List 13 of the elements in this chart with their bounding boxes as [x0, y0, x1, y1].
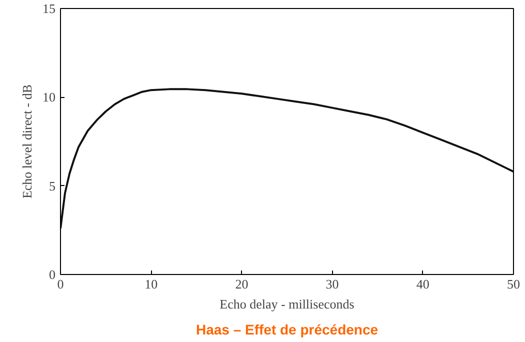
x-tick-label: 40	[416, 276, 430, 292]
line-series	[60, 88, 514, 230]
text: Haas – Effet de précédence	[196, 322, 378, 338]
x-axis-title: Echo delay - milliseconds	[220, 296, 354, 312]
y-axis-title: Echo level direct - dB	[20, 84, 34, 199]
x-tick-label: 30	[326, 276, 339, 292]
y-tick-label: 5	[49, 178, 56, 194]
y-tick-label: 0	[49, 267, 56, 282]
y-tick-label: 10	[42, 90, 56, 105]
x-tick-label: 50	[507, 276, 520, 292]
x-tick-label: 20	[235, 276, 248, 292]
x-tick-label: 10	[144, 276, 158, 292]
y-tick-label: 15	[42, 1, 56, 16]
